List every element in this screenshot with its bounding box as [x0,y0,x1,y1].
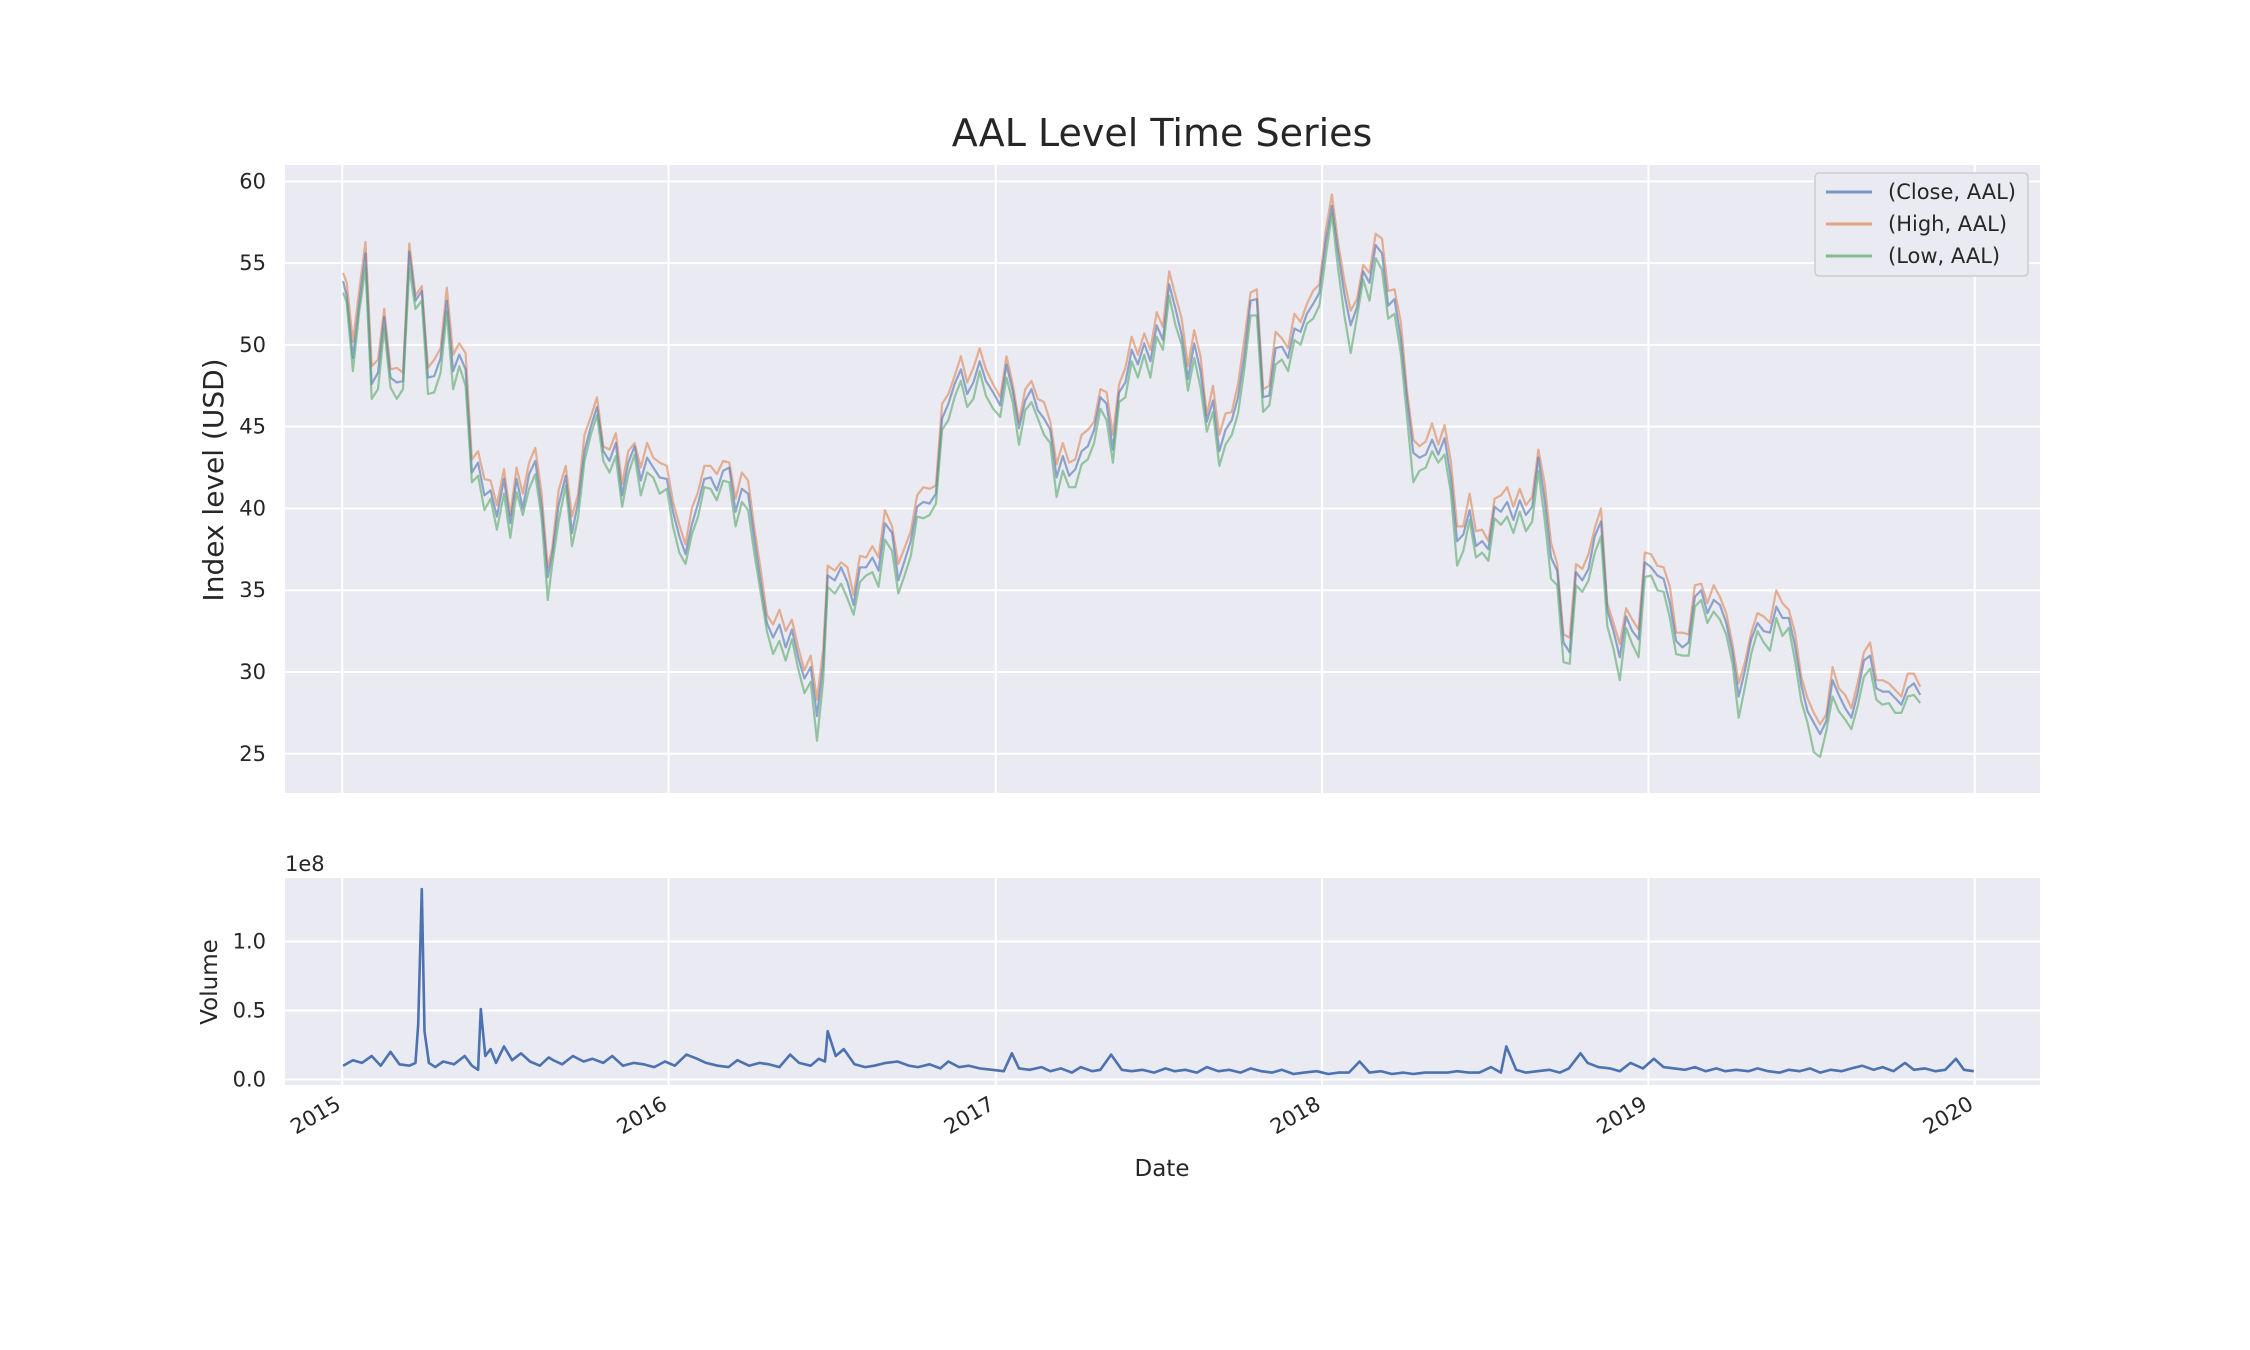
legend-label-low: (Low, AAL) [1888,244,2000,268]
volume-chart: 0.00.51.0 1e8 Volume 2015 2016 2017 2018 201… [197,852,2040,1182]
y-tick-label-60: 60 [239,169,266,193]
x-axis-label: Date [1135,1156,1190,1182]
y-tick-label-30: 30 [239,660,266,684]
close-series-line [342,204,1922,736]
volume-y-tick-label-2: 1.0 [233,929,266,953]
price-chart: 25 30 35 40 45 50 55 60 AAL Level Time Series I… [197,111,2040,793]
price-y-axis-label: Index level (USD) [197,358,230,601]
y-tick-label-45: 45 [239,415,266,439]
x-tick-label-2020: 2020 [1919,1092,1977,1140]
y-tick-label-50: 50 [239,333,266,357]
volume-y-ticks: 0.0 0.5 1.0 [233,929,266,1091]
price-series [342,193,1922,759]
y-tick-label-40: 40 [239,496,266,520]
volume-y-tick-label-1: 0.5 [233,998,266,1022]
volume-y-axis-label: Volume [197,939,223,1025]
low-series-line [342,213,1922,759]
x-tick-label-2016: 2016 [613,1092,671,1140]
price-plot-area [285,165,2040,793]
x-tick-label-2015: 2015 [286,1092,344,1140]
legend: (Close, AAL) (High, AAL) (Low, AAL) [1814,172,2029,277]
price-y-ticks: 25 30 35 40 45 50 55 60 [239,169,266,765]
legend-label-high: (High, AAL) [1888,212,2007,236]
legend-box [1814,172,2029,277]
x-tick-label-2018: 2018 [1266,1092,1324,1140]
y-tick-label-35: 35 [239,578,266,602]
legend-label-close: (Close, AAL) [1888,180,2016,204]
y-tick-label-25: 25 [239,742,266,766]
chart-title: AAL Level Time Series [952,111,1373,155]
volume-y-tick-label-0: 0.0 [233,1067,266,1091]
volume-series [342,887,1974,1076]
y-tick-label-55: 55 [239,251,266,275]
volume-offset-label: 1e8 [285,852,325,876]
volume-grid [285,878,2040,1085]
x-tick-label-2019: 2019 [1593,1092,1651,1140]
x-tick-label-2017: 2017 [940,1092,998,1140]
volume-plot-area [285,878,2040,1085]
date-x-ticks: 2015 2016 2017 2018 2019 2020 [286,1092,1977,1140]
volume-series-line [342,887,1974,1076]
